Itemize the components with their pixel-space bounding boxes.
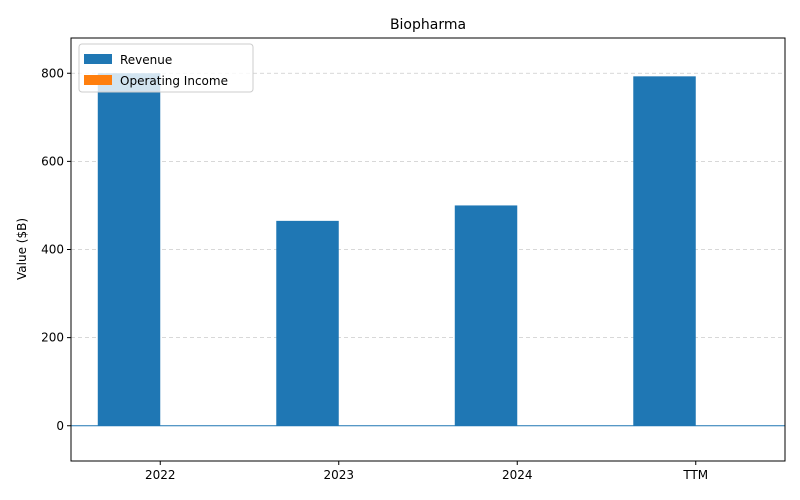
y-axis-ticks: 0 200 400 600 800 — [41, 66, 71, 433]
x-tick-label: 2022 — [145, 468, 176, 482]
y-tick-label: 0 — [56, 419, 64, 433]
y-tick-label: 600 — [41, 154, 64, 168]
x-tick-label: 2024 — [502, 468, 533, 482]
y-axis-label: Value ($B) — [15, 218, 29, 280]
bar-revenue-ttm — [633, 76, 696, 426]
legend-label: Operating Income — [120, 74, 228, 88]
legend: Revenue Operating Income — [78, 43, 254, 93]
x-tick-label: 2023 — [323, 468, 354, 482]
legend-box — [78, 43, 254, 93]
x-tick-label: TTM — [682, 468, 708, 482]
bar-revenue-2022 — [97, 73, 161, 426]
bars — [97, 73, 696, 426]
x-axis-ticks: 2022 2023 2024 TTM — [145, 461, 708, 482]
bar-revenue-2023 — [276, 220, 339, 426]
legend-label: Revenue — [120, 53, 172, 67]
chart-title: Biopharma — [390, 17, 466, 33]
y-tick-label: 800 — [41, 66, 64, 80]
legend-swatch — [84, 75, 112, 85]
y-tick-label: 200 — [41, 331, 64, 345]
y-tick-label: 400 — [41, 243, 64, 257]
bar-revenue-2024 — [454, 205, 518, 426]
legend-swatch — [84, 54, 112, 64]
